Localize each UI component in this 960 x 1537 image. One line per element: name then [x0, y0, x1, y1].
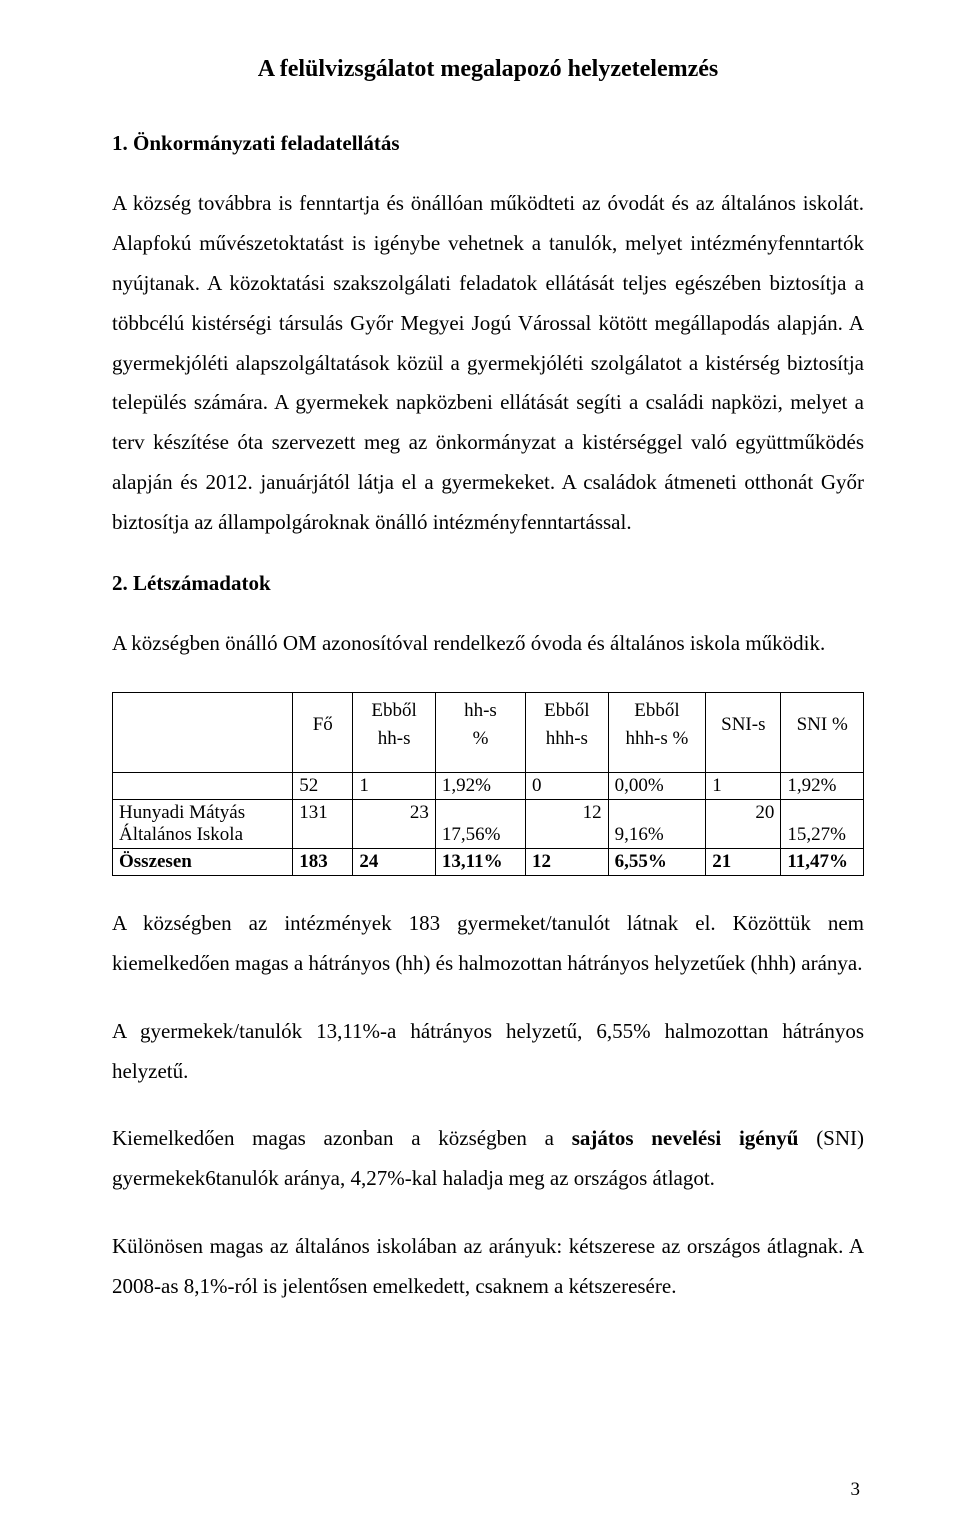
cell: 24 [353, 848, 436, 875]
th-ebbol-hhhs-pct-top: Ebből [634, 700, 679, 721]
th-hhs-pct: hh-s % [435, 692, 525, 772]
th-ebbol-hhhs: Ebből hhh-s [526, 692, 609, 772]
cell-label: Hunyadi Mátyás Általános Iskola [113, 799, 293, 848]
cell: 0,00% [608, 772, 706, 799]
cell: 131 [293, 799, 353, 848]
cell: 12 [526, 799, 609, 848]
table-row-total: Összesen 183 24 13,11% 12 6,55% 21 11,47… [113, 848, 864, 875]
cell-label [113, 772, 293, 799]
data-table: Fő Ebből hh-s hh-s % Ebből hhh-s Ebből h… [112, 692, 864, 876]
cell: 13,11% [435, 848, 525, 875]
cell-label-bot: Általános Iskola [119, 824, 243, 845]
section-1-heading: 1. Önkormányzati feladatellátás [112, 131, 864, 156]
page: A felülvizsgálatot megalapozó helyzetele… [0, 0, 960, 1537]
table-header-row: Fő Ebből hh-s hh-s % Ebből hhh-s Ebből h… [113, 692, 864, 772]
cell: 12 [526, 848, 609, 875]
th-ebbol-hhhs-top: Ebből [544, 700, 589, 721]
after-p1: A községben az intézmények 183 gyermeket… [112, 904, 864, 984]
th-hhs-pct-top: hh-s [464, 700, 497, 721]
cell: 1,92% [435, 772, 525, 799]
th-ebbol-hhs-top: Ebből [371, 700, 416, 721]
th-ebbol-hhhs-pct: Ebből hhh-s % [608, 692, 706, 772]
cell: 11,47% [781, 848, 864, 875]
cell-label: Összesen [113, 848, 293, 875]
table-row: 52 1 1,92% 0 0,00% 1 1,92% [113, 772, 864, 799]
after-p2: A gyermekek/tanulók 13,11%-a hátrányos h… [112, 1012, 864, 1092]
cell: 183 [293, 848, 353, 875]
cell: 6,55% [608, 848, 706, 875]
page-number: 3 [851, 1479, 861, 1501]
after-p4: Különösen magas az általános iskolában a… [112, 1227, 864, 1307]
page-title: A felülvizsgálatot megalapozó helyzetele… [112, 56, 864, 83]
after-p3a: Kiemelkedően magas azonban a községben a [112, 1126, 572, 1150]
cell: 20 [706, 799, 781, 848]
cell: 15,27% [781, 799, 864, 848]
th-ebbol-hhs: Ebből hh-s [353, 692, 436, 772]
cell: 1,92% [781, 772, 864, 799]
th-blank [113, 692, 293, 772]
cell: 0 [526, 772, 609, 799]
section-2-heading: 2. Létszámadatok [112, 571, 864, 596]
cell: 21 [706, 848, 781, 875]
cell: 1 [353, 772, 436, 799]
th-ebbol-hhs-bot: hh-s [378, 728, 411, 749]
table-row: Hunyadi Mátyás Általános Iskola 131 23 1… [113, 799, 864, 848]
th-ebbol-hhhs-bot: hhh-s [546, 728, 588, 749]
after-p3b: sajátos nevelési igényű [572, 1126, 799, 1150]
th-hhs-pct-bot: % [473, 728, 489, 749]
cell: 1 [706, 772, 781, 799]
th-sni-pct: SNI % [781, 692, 864, 772]
cell: 9,16% [608, 799, 706, 848]
cell: 17,56% [435, 799, 525, 848]
cell-label-top: Hunyadi Mátyás [119, 802, 245, 823]
th-ebbol-hhhs-pct-bot: hhh-s % [626, 728, 689, 749]
cell: 52 [293, 772, 353, 799]
after-p3: Kiemelkedően magas azonban a községben a… [112, 1119, 864, 1199]
th-sni-s: SNI-s [706, 692, 781, 772]
cell: 23 [353, 799, 436, 848]
section-2-intro: A községben önálló OM azonosítóval rende… [112, 624, 864, 664]
th-fo: Fő [293, 692, 353, 772]
section-1-paragraph: A község továbbra is fenntartja és önáll… [112, 184, 864, 543]
